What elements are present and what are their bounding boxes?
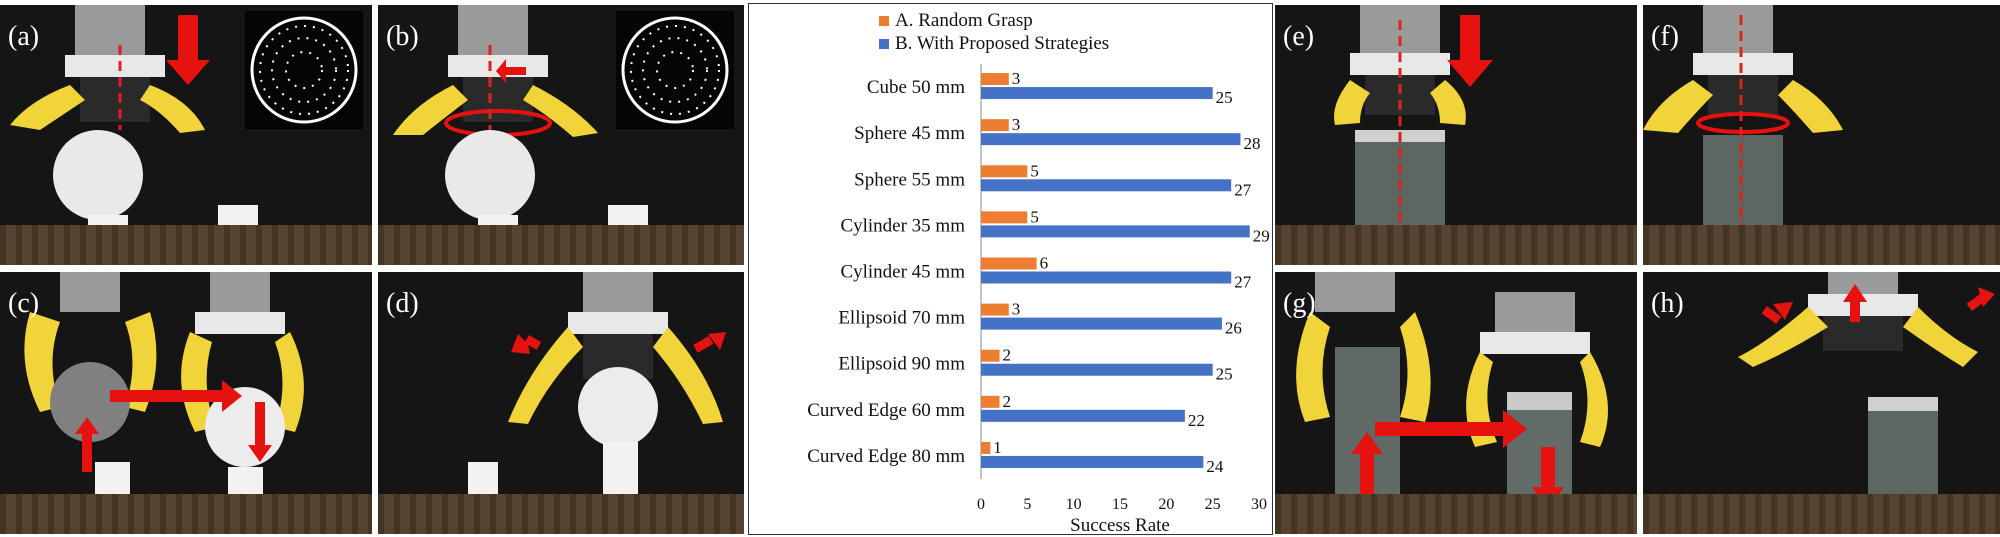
category-label: Curved Edge 80 mm bbox=[807, 446, 965, 467]
bar-random-grasp bbox=[981, 211, 1028, 224]
table-surface bbox=[378, 494, 744, 534]
data-label: 3 bbox=[1012, 69, 1021, 88]
panel-label-b: (b) bbox=[386, 21, 419, 52]
category-label: Sphere 45 mm bbox=[854, 123, 965, 144]
bar-proposed-strategies bbox=[981, 363, 1213, 376]
table-surface bbox=[1275, 494, 1637, 534]
data-label: 25 bbox=[1216, 88, 1233, 107]
photo-panel-h: (h) bbox=[1643, 272, 2000, 534]
bar-random-grasp bbox=[981, 303, 1009, 316]
data-label: 6 bbox=[1040, 254, 1049, 273]
panel-label-h: (h) bbox=[1651, 288, 1684, 319]
data-label: 24 bbox=[1206, 457, 1224, 476]
photo-panel-d: (d) bbox=[378, 272, 744, 534]
x-tick-label: 15 bbox=[1112, 496, 1128, 513]
x-tick-label: 20 bbox=[1158, 496, 1174, 513]
panel-label-c: (c) bbox=[8, 288, 40, 319]
bar-random-grasp bbox=[981, 257, 1037, 270]
panel-label-d: (d) bbox=[386, 288, 419, 319]
data-label: 22 bbox=[1188, 411, 1205, 430]
panel-label-a: (a) bbox=[8, 21, 40, 52]
table-surface bbox=[0, 225, 372, 265]
bar-random-grasp bbox=[981, 441, 991, 454]
data-label: 26 bbox=[1225, 319, 1242, 338]
category-label: Cylinder 35 mm bbox=[840, 215, 965, 236]
category-label: Sphere 55 mm bbox=[854, 169, 965, 190]
bar-random-grasp bbox=[981, 119, 1009, 132]
data-label: 1 bbox=[993, 438, 1002, 457]
category-label: Ellipsoid 90 mm bbox=[838, 354, 965, 375]
category-label: Cube 50 mm bbox=[867, 77, 965, 98]
data-label: 27 bbox=[1234, 180, 1252, 199]
category-label: Curved Edge 60 mm bbox=[807, 400, 965, 421]
bar-proposed-strategies bbox=[981, 409, 1185, 422]
gripper-scene-g bbox=[1296, 272, 1608, 510]
gripper-scene-a bbox=[10, 5, 363, 250]
legend-label: A. Random Grasp bbox=[895, 10, 1033, 31]
bar-random-grasp bbox=[981, 395, 1000, 408]
data-label: 29 bbox=[1253, 226, 1270, 245]
data-label: 5 bbox=[1030, 207, 1039, 226]
data-label: 28 bbox=[1243, 134, 1260, 153]
data-label: 25 bbox=[1216, 365, 1233, 384]
bar-proposed-strategies bbox=[981, 271, 1232, 284]
photo-panel-g: (g) bbox=[1275, 272, 1637, 534]
data-label: 2 bbox=[1003, 346, 1012, 365]
category-label: Cylinder 45 mm bbox=[840, 262, 965, 283]
x-tick-label: 25 bbox=[1205, 496, 1221, 513]
data-label: 2 bbox=[1003, 392, 1012, 411]
bar-proposed-strategies bbox=[981, 87, 1213, 100]
table-surface bbox=[1643, 225, 2000, 265]
photo-panel-c: (c) bbox=[0, 272, 372, 534]
x-axis-title: Success Rate bbox=[1070, 515, 1170, 534]
legend-swatch bbox=[879, 16, 889, 26]
photo-panel-e: (e) bbox=[1275, 5, 1637, 265]
x-tick-label: 30 bbox=[1251, 496, 1267, 513]
panel-label-e: (e) bbox=[1283, 21, 1315, 52]
bar-proposed-strategies bbox=[981, 133, 1241, 146]
bar-proposed-strategies bbox=[981, 455, 1204, 468]
x-tick-label: 10 bbox=[1066, 496, 1082, 513]
gripper-scene-b bbox=[393, 5, 734, 250]
panel-label-g: (g) bbox=[1283, 288, 1316, 319]
table-surface bbox=[0, 494, 372, 534]
panel-label-f: (f) bbox=[1651, 21, 1679, 52]
bar-proposed-strategies bbox=[981, 317, 1222, 330]
data-label: 27 bbox=[1234, 273, 1252, 292]
bar-proposed-strategies bbox=[981, 179, 1232, 192]
photo-panel-b: (b) bbox=[378, 5, 744, 265]
success-rate-chart: A. Random Grasp B. With Proposed Strategi… bbox=[748, 3, 1273, 535]
table-surface bbox=[1643, 494, 2000, 534]
gripper-scene-d bbox=[468, 272, 726, 517]
photo-panel-f: (f) bbox=[1643, 5, 2000, 265]
bar-random-grasp bbox=[981, 165, 1028, 178]
bar-random-grasp bbox=[981, 73, 1009, 86]
data-label: 3 bbox=[1012, 115, 1021, 134]
bar-random-grasp bbox=[981, 349, 1000, 362]
table-surface bbox=[1275, 225, 1637, 265]
data-label: 3 bbox=[1012, 300, 1021, 319]
legend-swatch bbox=[879, 39, 889, 49]
legend-label: B. With Proposed Strategies bbox=[895, 33, 1109, 54]
table-surface bbox=[378, 225, 744, 265]
bar-proposed-strategies bbox=[981, 225, 1250, 238]
category-label: Ellipsoid 70 mm bbox=[838, 308, 965, 329]
data-label: 5 bbox=[1030, 161, 1039, 180]
x-tick-label: 5 bbox=[1023, 496, 1031, 513]
photo-panel-a: (a) bbox=[0, 5, 372, 265]
x-tick-label: 0 bbox=[977, 496, 985, 513]
